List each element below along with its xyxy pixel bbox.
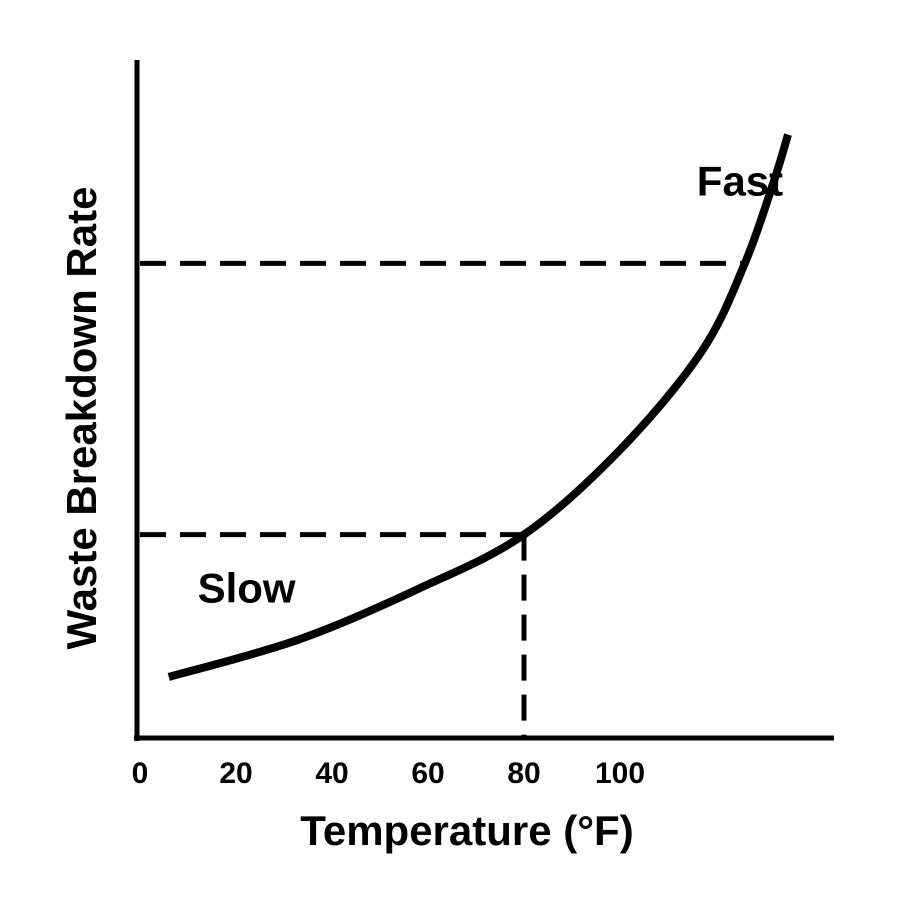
annotations: Slow Fast [198,158,784,612]
series-curve [167,133,792,681]
x-tick-label: 40 [315,757,348,790]
x-tick-label: 100 [595,757,645,790]
reference-lines [140,260,745,738]
annotation-slow: Slow [198,564,296,611]
y-axis-label: Waste Breakdown Rate [58,187,105,650]
x-tick-label: 0 [132,757,149,790]
x-tick-label: 20 [219,757,252,790]
annotation-fast: Fast [697,158,783,205]
x-tick-label: 60 [411,757,444,790]
x-tick-label: 80 [507,757,540,790]
x-tick-labels: 0 20 40 60 80 100 [132,757,645,790]
x-axis-label: Temperature (°F) [300,807,633,854]
